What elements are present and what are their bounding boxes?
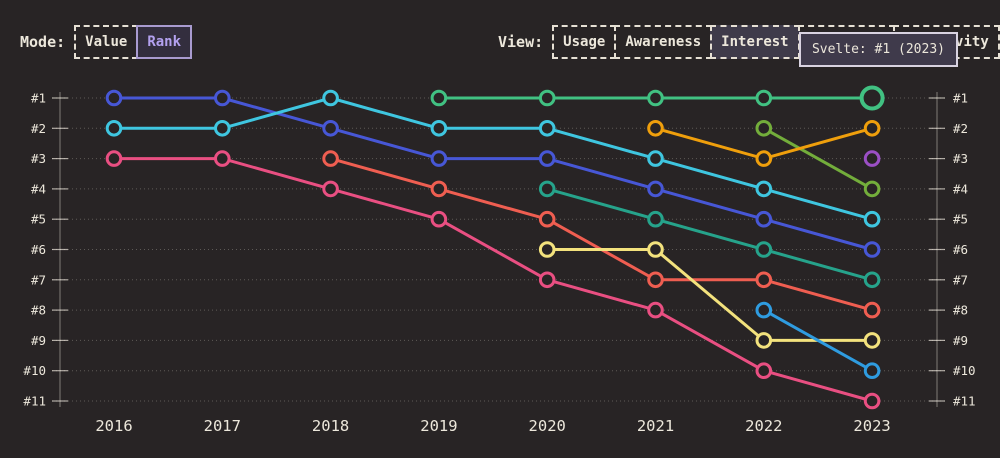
data-point-series-sky-blue-2022[interactable] [755, 301, 773, 319]
data-point-series-yellow-2021[interactable] [647, 241, 664, 258]
data-point-Svelte-2023[interactable] [859, 85, 885, 111]
rank-label-right: #3 [953, 151, 968, 166]
data-point-series-royal-blue-2023[interactable] [863, 241, 881, 258]
data-point-series-teal-2022[interactable] [755, 241, 773, 258]
year-label: 2017 [204, 417, 241, 435]
data-point-series-teal-2020[interactable] [538, 180, 556, 198]
rank-label-right: #4 [953, 181, 968, 196]
data-point-series-salmon-2022[interactable] [755, 271, 773, 289]
data-point-series-pink-2017[interactable] [214, 150, 231, 167]
data-point-series-yellow-2023[interactable] [863, 332, 881, 349]
chart-tooltip: Svelte: #1 (2023) [798, 32, 958, 67]
data-point-series-salmon-2023[interactable] [863, 301, 881, 319]
rank-label-left: #7 [31, 272, 46, 287]
rank-label-right: #7 [953, 272, 968, 287]
data-point-series-cyan-2018[interactable] [322, 89, 339, 107]
data-point-Svelte-2021[interactable] [647, 89, 664, 107]
data-point-series-cyan-2021[interactable] [647, 150, 664, 167]
rank-label-left: #9 [31, 333, 46, 348]
series-line-series-lime [762, 126, 874, 191]
data-point-series-purple-2023[interactable] [863, 150, 881, 167]
year-label: 2022 [745, 417, 782, 435]
data-point-series-teal-2023[interactable] [863, 271, 881, 289]
rank-label-left: #11 [23, 394, 46, 409]
rank-label-right: #8 [953, 303, 968, 318]
series-line-series-cyan [112, 96, 874, 221]
rank-label-right: #5 [953, 212, 968, 227]
data-point-series-cyan-2016[interactable] [105, 120, 123, 137]
year-label: 2019 [420, 417, 457, 435]
year-label: 2016 [95, 417, 132, 435]
series-line-series-sky-blue [762, 308, 874, 373]
data-point-Svelte-2022[interactable] [755, 89, 773, 107]
data-point-series-royal-blue-2022[interactable] [755, 210, 773, 228]
data-point-series-royal-blue-2021[interactable] [647, 180, 664, 198]
rank-label-left: #10 [23, 363, 46, 378]
rank-label-right: #10 [953, 363, 976, 378]
data-point-series-royal-blue-2020[interactable] [538, 150, 556, 167]
mode-buttons: Value Rank [74, 24, 193, 60]
data-point-series-salmon-2019[interactable] [430, 180, 448, 198]
year-label: 2023 [853, 417, 890, 435]
series-line-series-pink [112, 157, 874, 403]
rank-label-left: #8 [31, 303, 46, 318]
data-point-series-cyan-2017[interactable] [214, 120, 231, 137]
data-point-series-orange-2021[interactable] [647, 120, 664, 137]
data-point-series-royal-blue-2017[interactable] [214, 89, 231, 107]
data-point-series-pink-2018[interactable] [322, 180, 339, 198]
rank-label-right: #1 [953, 91, 968, 106]
rank-label-left: #2 [31, 121, 46, 136]
rank-label-right: #6 [953, 242, 968, 257]
series-line-series-royal-blue [112, 96, 874, 251]
data-point-Svelte-2019[interactable] [430, 89, 448, 107]
data-point-series-yellow-2022[interactable] [755, 332, 773, 349]
rank-label-left: #1 [31, 91, 46, 106]
rank-label-right: #2 [953, 121, 968, 136]
data-point-series-cyan-2020[interactable] [538, 120, 556, 137]
data-point-series-orange-2022[interactable] [755, 150, 773, 167]
rank-label-left: #6 [31, 242, 46, 257]
view-label: View: [498, 33, 544, 51]
data-point-series-cyan-2023[interactable] [863, 210, 881, 228]
data-point-series-royal-blue-2018[interactable] [322, 120, 339, 137]
data-point-series-salmon-2018[interactable] [322, 150, 339, 167]
data-point-series-sky-blue-2023[interactable] [863, 362, 881, 380]
rank-label-right: #9 [953, 333, 968, 348]
rank-label-left: #4 [31, 181, 46, 196]
year-label: 2018 [312, 417, 349, 435]
data-point-series-pink-2020[interactable] [538, 271, 556, 289]
series-line-series-teal [545, 187, 874, 282]
data-point-series-salmon-2020[interactable] [538, 210, 556, 228]
mode-option-rank[interactable]: Rank [136, 24, 193, 60]
mode-label: Mode: [20, 33, 66, 51]
data-point-series-pink-2023[interactable] [863, 392, 881, 410]
data-point-series-pink-2016[interactable] [105, 150, 123, 167]
data-point-series-teal-2021[interactable] [647, 210, 664, 228]
chart-tooltip-text: Svelte: #1 (2023) [811, 42, 945, 57]
mode-toggle: Mode: Value Rank [20, 24, 193, 60]
rank-label-left: #5 [31, 212, 46, 227]
data-point-series-lime-2022[interactable] [755, 120, 773, 137]
year-label: 2021 [637, 417, 674, 435]
data-point-series-cyan-2019[interactable] [430, 120, 448, 137]
data-point-series-yellow-2020[interactable] [538, 241, 556, 258]
year-label: 2020 [529, 417, 566, 435]
rank-label-left: #3 [31, 151, 46, 166]
data-point-series-cyan-2022[interactable] [755, 180, 773, 198]
data-point-series-pink-2021[interactable] [647, 301, 664, 319]
data-point-series-royal-blue-2016[interactable] [105, 89, 123, 107]
data-point-series-pink-2022[interactable] [755, 362, 773, 380]
data-point-series-salmon-2021[interactable] [647, 271, 664, 289]
data-point-series-pink-2019[interactable] [430, 210, 448, 228]
data-point-series-royal-blue-2019[interactable] [430, 150, 448, 167]
rank-label-right: #11 [953, 394, 976, 409]
data-point-series-lime-2023[interactable] [863, 180, 881, 198]
data-point-series-orange-2023[interactable] [863, 120, 881, 137]
data-point-Svelte-2020[interactable] [538, 89, 556, 107]
series-line-series-salmon [329, 157, 874, 312]
